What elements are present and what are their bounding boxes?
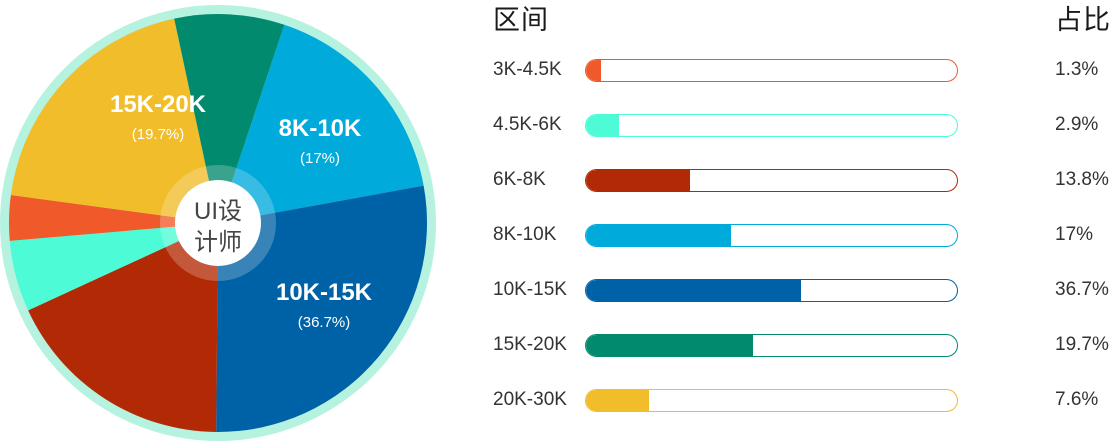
bar-row-share: 36.7%: [1055, 279, 1109, 300]
bar-row-share: 19.7%: [1055, 334, 1109, 355]
bar-row-4.5k-6k: 4.5K-6K 2.9%: [0, 110, 1111, 140]
pie-slice-3k-4.5k: [8, 195, 219, 241]
bar-fill: [586, 390, 650, 411]
pie-slice-10k-15k: [216, 185, 427, 432]
center-label-line: 计师: [194, 229, 242, 256]
bar-fill: [586, 225, 731, 246]
pie-slice-percent: (17%): [300, 150, 340, 167]
pie-slice-20k-30k: [10, 18, 218, 223]
bar-row-label: 6K-8K: [493, 169, 546, 190]
bar-row-share: 2.9%: [1055, 114, 1099, 135]
pie-slice-8k-10k: [218, 24, 424, 223]
bar-track: [585, 169, 958, 192]
bar-row-share: 1.3%: [1055, 59, 1099, 80]
pie-slice-label: 10K-15K: [276, 279, 373, 306]
pie-slice-percent: (36.7%): [298, 314, 351, 331]
bar-row-label: 4.5K-6K: [493, 114, 562, 135]
pie-slice-4.5k-6k: [9, 223, 219, 311]
bar-row-8k-10k: 8K-10K 17%: [0, 220, 1111, 250]
bar-row-share: 7.6%: [1055, 389, 1099, 410]
bar-row-label: 3K-4.5K: [493, 59, 562, 80]
share-column-header: 占比: [1055, 5, 1111, 35]
bar-fill: [586, 280, 802, 301]
bar-row-10k-15k: 10K-15K 36.7%: [0, 275, 1111, 305]
bar-row-label: 8K-10K: [493, 224, 557, 245]
pie-slice-6k-8k: [28, 223, 219, 432]
bar-track: [585, 224, 958, 247]
bar-track: [585, 114, 958, 137]
bar-row-share: 13.8%: [1055, 169, 1109, 190]
bar-track: [585, 59, 958, 82]
bar-track: [585, 334, 958, 357]
center-label-line: UI设: [194, 198, 242, 225]
bar-row-label: 15K-20K: [493, 334, 567, 355]
pie-slice-percent: (19.7%): [132, 126, 185, 143]
bar-row-label: 20K-30K: [493, 389, 567, 410]
bar-fill: [586, 115, 620, 136]
bar-row-3k-4.5k: 3K-4.5K 1.3%: [0, 55, 1111, 85]
bar-row-6k-8k: 6K-8K 13.8%: [0, 165, 1111, 195]
bar-row-15k-20k: 15K-20K 19.7%: [0, 330, 1111, 360]
bar-fill: [586, 335, 753, 356]
bar-track: [585, 389, 958, 412]
bar-row-20k-30k: 20K-30K 7.6%: [0, 385, 1111, 415]
pie-slice-label: 8K-10K: [279, 115, 362, 142]
bar-row-label: 10K-15K: [493, 279, 567, 300]
range-column-header: 区间: [493, 5, 549, 35]
bar-fill: [586, 170, 690, 191]
bar-row-share: 17%: [1055, 224, 1094, 245]
center-disc: [175, 180, 261, 266]
pie-slice-15k-20k: [174, 13, 285, 223]
bar-fill: [586, 60, 601, 81]
pie-slice-label: 15K-20K: [110, 91, 207, 118]
bar-track: [585, 279, 958, 302]
